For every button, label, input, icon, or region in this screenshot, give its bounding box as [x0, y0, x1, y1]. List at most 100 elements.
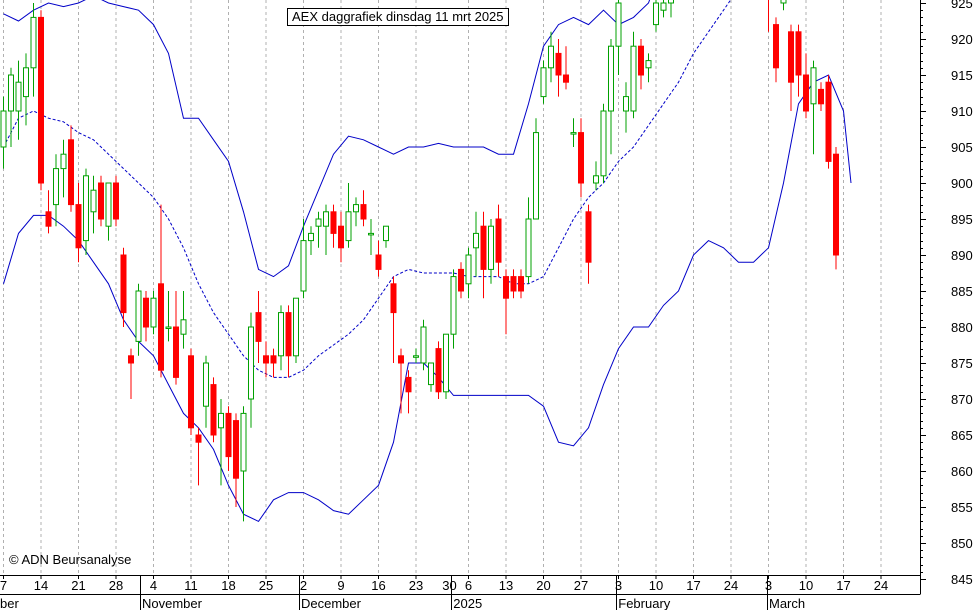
candle-body	[90, 189, 97, 213]
y-tick-label: 885	[951, 284, 973, 299]
x-month-label: 2025	[453, 596, 482, 610]
candle-body	[150, 297, 157, 328]
candle-body	[30, 16, 37, 69]
candle-down	[360, 190, 367, 227]
y-tick-label: 860	[951, 464, 973, 479]
candle-body	[225, 412, 232, 458]
candle-up	[428, 362, 434, 392]
candle-down	[555, 39, 562, 97]
candle-body	[278, 312, 284, 357]
candle-up	[23, 53, 29, 126]
bollinger-bands	[3, 0, 852, 523]
candle-down	[390, 276, 397, 363]
candle-up	[135, 283, 142, 356]
candle-body	[413, 355, 419, 358]
candle-body	[405, 376, 412, 393]
candle-up	[218, 399, 224, 486]
copyright-text: © ADN Beursanalyse	[9, 552, 132, 567]
candle-body	[203, 362, 209, 407]
candle-up	[668, 0, 674, 18]
candle-down	[503, 269, 509, 335]
y-tick-label: 880	[951, 320, 973, 335]
candle-body	[443, 333, 449, 393]
candle-body	[473, 232, 479, 249]
candle-body	[135, 290, 142, 342]
candle-up	[300, 219, 307, 299]
candle-body	[240, 412, 247, 472]
candle-body	[518, 276, 524, 292]
candle-body	[263, 355, 269, 364]
x-month-label: March	[769, 596, 805, 610]
candle-up	[570, 118, 577, 147]
candle-up	[368, 219, 374, 255]
candle-up	[248, 312, 254, 428]
candle-down	[510, 269, 517, 299]
candle-body	[525, 218, 532, 278]
candle-body	[0, 110, 7, 148]
y-tick-label: 855	[951, 500, 973, 515]
candle-up	[413, 348, 419, 363]
candle-down	[833, 147, 839, 270]
candle-up	[645, 53, 652, 83]
x-tick-label: 23	[409, 578, 423, 593]
x-month-label: ber	[0, 596, 19, 610]
candle-up	[660, 0, 667, 18]
x-tick-label: 18	[221, 578, 235, 593]
candle-body	[270, 355, 277, 364]
candle-up	[450, 269, 457, 349]
candle-body	[345, 211, 352, 242]
candle-down	[263, 341, 269, 378]
x-tick-label: 28	[109, 578, 123, 593]
candle-up	[600, 103, 607, 183]
candle-down	[435, 341, 442, 399]
candle-body	[98, 182, 104, 220]
candle-body	[15, 81, 22, 112]
candle-up	[8, 67, 14, 147]
candle-body	[630, 45, 637, 112]
candle-down	[795, 24, 802, 97]
y-tick-label: 850	[951, 536, 973, 551]
y-tick-label: 910	[951, 104, 973, 119]
candle-up	[593, 161, 599, 191]
x-tick-label: 11	[184, 578, 198, 593]
candle-body	[68, 139, 74, 206]
middle-band-line	[3, 0, 732, 378]
candle-body	[495, 218, 502, 263]
candle-body	[818, 88, 824, 105]
candle-body	[53, 168, 59, 206]
candle-down	[285, 305, 292, 378]
candle-body	[480, 225, 487, 270]
candle-body	[120, 254, 127, 314]
candle-down	[563, 46, 569, 90]
candle-up	[443, 333, 449, 399]
candle-down	[75, 183, 82, 263]
candle-down	[195, 427, 202, 486]
candle-up	[653, 0, 659, 32]
y-tick-label: 870	[951, 392, 973, 407]
candle-body	[458, 268, 464, 292]
candle-body	[293, 297, 299, 357]
candle-body	[23, 67, 29, 98]
candle-body	[623, 96, 629, 112]
candle-body	[788, 31, 794, 83]
candle-body	[8, 74, 14, 112]
y-tick-label: 925	[951, 0, 973, 11]
candle-body	[668, 0, 674, 4]
candle-down	[158, 204, 164, 378]
candle-body	[353, 204, 359, 213]
candle-down	[398, 348, 404, 414]
candle-body	[188, 355, 194, 429]
candle-down	[68, 125, 74, 212]
candle-body	[195, 434, 202, 443]
candle-down	[45, 190, 52, 234]
candle-body	[570, 132, 577, 135]
candle-down	[578, 118, 584, 198]
candle-body	[503, 276, 509, 299]
candle-down	[225, 406, 232, 471]
x-tick-label: 6	[465, 578, 472, 593]
x-tick-label: 10	[649, 578, 663, 593]
candle-body	[593, 175, 599, 184]
x-tick-label: 24	[724, 578, 738, 593]
candle-down	[128, 348, 134, 399]
candle-body	[420, 326, 427, 364]
